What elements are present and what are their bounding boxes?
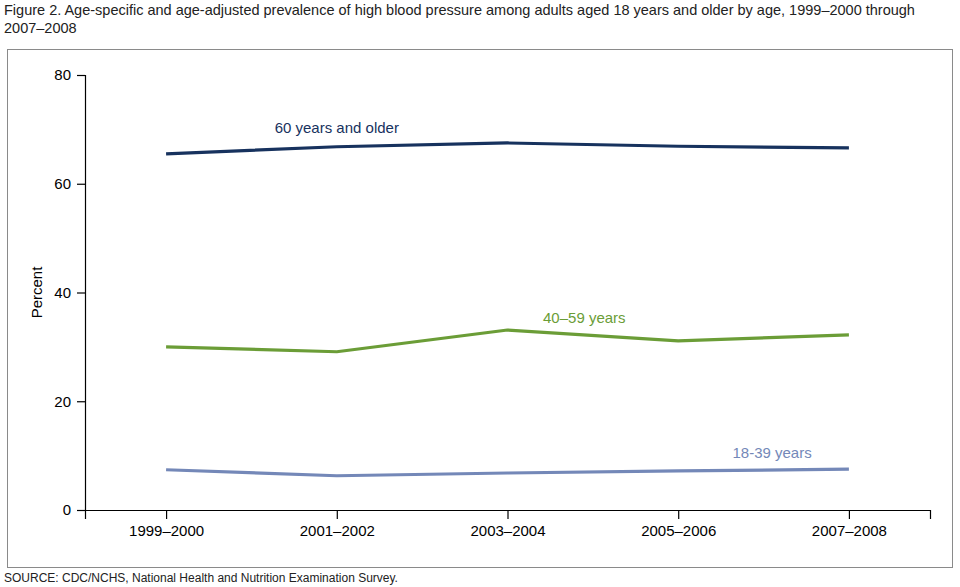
x-tick-label: 2003–2004 bbox=[470, 522, 545, 539]
x-axis-line bbox=[86, 511, 931, 520]
series-label: 60 years and older bbox=[275, 119, 399, 136]
y-tick-label: 20 bbox=[54, 393, 71, 410]
x-tick-label: 2005–2006 bbox=[641, 522, 716, 539]
x-tick-mark bbox=[337, 510, 338, 519]
x-tick: 2007–2008 bbox=[812, 510, 887, 539]
x-tick-mark bbox=[678, 510, 679, 519]
x-axis: 1999–2000 2001–2002 2003–2004 2005–2006 2007… bbox=[86, 510, 931, 539]
x-tick-label: 2001–2002 bbox=[300, 522, 375, 539]
y-tick-label: 60 bbox=[54, 175, 71, 192]
panel bbox=[8, 50, 953, 568]
chart: Figure 2. Age-specific and age-adjusted … bbox=[0, 0, 960, 587]
x-tick: 1999–2000 bbox=[129, 510, 204, 539]
x-tick-mark bbox=[166, 510, 167, 519]
x-tick: 2003–2004 bbox=[470, 510, 545, 539]
series-label: 40–59 years bbox=[543, 309, 626, 326]
x-tick: 2005–2006 bbox=[641, 510, 716, 539]
y-tick: 20 bbox=[54, 393, 85, 410]
x-tick-label: 2007–2008 bbox=[812, 522, 887, 539]
y-axis-line bbox=[77, 76, 86, 511]
series-label: 18-39 years bbox=[732, 444, 811, 461]
y-axis-title: Percent bbox=[28, 266, 45, 319]
y-tick-label: 80 bbox=[54, 66, 71, 83]
y-axis: 0 20 40 60 80 bbox=[54, 66, 85, 518]
lines bbox=[166, 143, 849, 476]
series-line bbox=[166, 143, 849, 154]
y-tick: 60 bbox=[54, 175, 85, 192]
x-tick-mark bbox=[507, 510, 508, 519]
y-tick-mark bbox=[77, 184, 85, 185]
title: Figure 2. Age-specific and age-adjusted … bbox=[4, 2, 915, 36]
x-tick-label: 1999–2000 bbox=[129, 522, 204, 539]
series-line bbox=[166, 469, 849, 476]
y-tick-label: 0 bbox=[63, 501, 71, 518]
series-line bbox=[166, 330, 849, 352]
y-tick-label: 40 bbox=[54, 284, 71, 301]
x-tick: 2001–2002 bbox=[300, 510, 375, 539]
x-tick-mark bbox=[849, 510, 850, 519]
y-tick-mark bbox=[77, 401, 85, 402]
source-note: SOURCE: CDC/NCHS, National Health and Nu… bbox=[4, 571, 398, 585]
y-tick: 40 bbox=[54, 284, 85, 301]
y-tick-mark bbox=[77, 75, 85, 76]
y-tick-mark bbox=[77, 510, 85, 511]
y-tick-mark bbox=[77, 292, 85, 293]
y-tick: 0 bbox=[63, 501, 85, 518]
y-tick: 80 bbox=[54, 66, 85, 83]
